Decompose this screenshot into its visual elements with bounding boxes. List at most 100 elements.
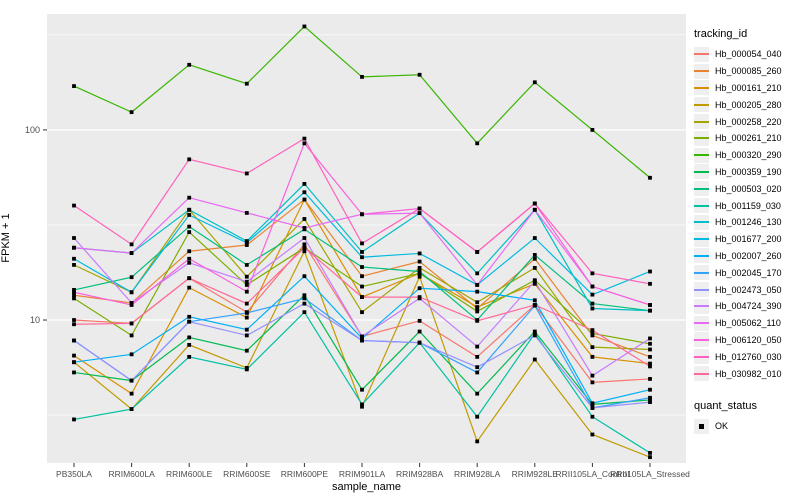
x-tick-label: RRIM928LE [512,469,559,479]
data-point [187,207,192,212]
legend-color-swatch [694,46,709,62]
data-point [417,206,422,211]
data-point [475,271,480,276]
data-point [648,455,652,460]
legend-item-label: Hb_001246_130 [715,217,782,228]
data-point [244,283,249,287]
legend-color-swatch [694,248,709,264]
data-point [590,333,595,338]
data-point [648,354,652,359]
legend-item-Hb_000054_040: Hb_000054_040 [692,46,800,63]
data-point [417,329,422,334]
legend-item-Hb_002007_260: Hb_002007_260 [692,248,800,265]
data-point [302,301,307,306]
data-point [187,285,192,290]
data-point [302,181,307,186]
data-point [302,197,307,202]
data-point [590,354,595,359]
data-point [475,439,480,444]
data-point [129,110,134,115]
data-point [532,329,537,334]
data-point [532,236,537,240]
legend-line-icon [694,322,709,325]
legend-item-Hb_004724_390: Hb_004724_390 [692,298,800,315]
data-point [417,340,422,345]
data-point [590,271,595,276]
data-point [302,296,307,301]
data-point [532,298,537,303]
legend-color-swatch [694,63,709,79]
legend-item-Hb_000161_210: Hb_000161_210 [692,80,800,97]
data-point [417,286,422,291]
legend-title-tracking-id: tracking_id [694,28,748,40]
data-point [475,300,480,305]
data-point [302,274,307,279]
data-point [360,250,364,254]
legend-item-label: Hb_000503_020 [715,183,782,194]
data-point [417,251,422,256]
data-point [302,293,307,298]
legend-line-icon [694,271,709,274]
data-point [302,236,307,240]
data-point [475,354,480,359]
data-point [475,370,480,375]
data-point [648,377,652,381]
data-point [187,342,192,347]
data-point [72,353,76,358]
data-point [648,269,652,274]
data-point [360,265,364,269]
y-axis-title: FPKM + 1 [0,213,12,263]
data-point [244,311,249,315]
legend-item-ok: OK [692,418,800,435]
data-point [532,281,537,286]
legend-line-icon [694,238,709,241]
data-point [302,190,307,195]
x-tick-label: RRIM928BA [396,469,444,479]
legend-color-swatch [694,181,709,197]
data-point [590,331,595,336]
data-point [590,373,595,378]
data-point [648,347,652,352]
data-point [360,404,364,409]
x-tick-label: PB350LA [56,469,92,479]
data-point [129,391,134,396]
legend-color-swatch [694,315,709,331]
data-point [187,213,192,217]
data-point [417,269,422,274]
data-point [590,301,595,306]
data-point [187,314,192,319]
data-point [72,417,76,422]
data-point [72,338,76,343]
legend-line-icon [694,338,709,341]
legend-color-swatch [694,114,709,130]
legend-item-Hb_000258_220: Hb_000258_220 [692,113,800,130]
legend-item-label: Hb_000161_210 [715,82,782,93]
data-point [129,407,134,411]
legend-item-label: Hb_000258_220 [715,116,782,127]
data-point [302,136,307,141]
legend-line-icon [694,221,709,224]
data-point [187,256,192,261]
legend-line-icon [694,154,709,157]
data-point [532,265,537,270]
black-square-point-icon [699,423,704,429]
legend-item-Hb_001677_200: Hb_001677_200 [692,231,800,248]
data-point [302,242,307,247]
data-point [244,327,249,332]
data-point [360,274,364,279]
x-tick-label: RRIM600LA [108,469,155,479]
x-tick-label: RRII105LA_Control [556,469,630,479]
data-point [129,275,134,280]
data-point [244,243,249,247]
data-point [187,260,192,265]
data-point [648,308,652,313]
legend-color-swatch [694,214,709,230]
data-point [475,250,480,254]
data-point [475,309,480,314]
x-tick-label: RRIM928LA [454,469,501,479]
legend-item-label: Hb_004724_390 [715,301,782,312]
x-tick-label: RRIM600LE [166,469,213,479]
data-point [475,344,480,349]
data-point [417,265,422,270]
legend-color-swatch [694,265,709,281]
